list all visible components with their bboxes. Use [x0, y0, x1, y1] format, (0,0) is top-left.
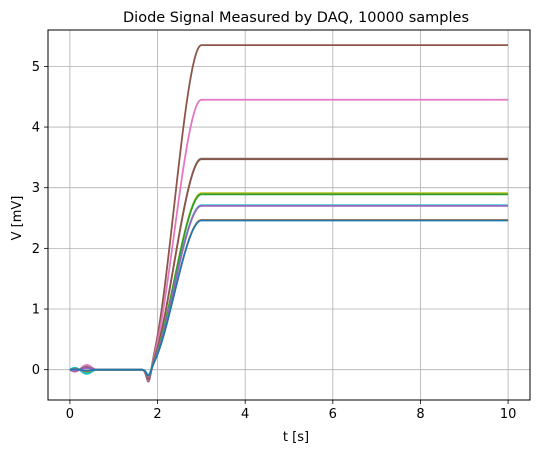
x-tick-label: 8: [416, 407, 424, 422]
chart-title: Diode Signal Measured by DAQ, 10000 samp…: [123, 10, 469, 26]
y-tick-label: 5: [32, 60, 40, 75]
series-line-2: [69, 98, 509, 382]
x-tick-label: 6: [329, 407, 337, 422]
series-line-8: [69, 205, 509, 379]
y-axis-label: V [mV]: [10, 196, 25, 241]
axis-ticks: 0 2 4 6 8 10 0 1 2 3 4 5: [32, 60, 517, 422]
series-line-9: [69, 218, 509, 378]
series-layer: [69, 44, 509, 383]
series-line-1: [69, 44, 509, 383]
y-tick-label: 4: [32, 121, 40, 136]
series-line-7: [69, 204, 509, 376]
y-tick-label: 1: [32, 303, 40, 318]
x-tick-label: 0: [66, 407, 74, 422]
series-line-4: [69, 158, 509, 380]
series-line-3: [69, 157, 509, 381]
x-axis-label: t [s]: [283, 430, 309, 445]
series-line-10: [69, 219, 509, 377]
plot-frame: [47, 29, 531, 401]
x-tick-label: 4: [241, 407, 249, 422]
y-tick-label: 2: [32, 242, 40, 257]
y-tick-label: 3: [32, 181, 40, 196]
grid: [48, 30, 530, 400]
x-tick-label: 2: [153, 407, 161, 422]
x-tick-label: 10: [500, 407, 517, 422]
y-tick-label: 0: [32, 363, 40, 378]
series-line-6: [69, 193, 509, 376]
